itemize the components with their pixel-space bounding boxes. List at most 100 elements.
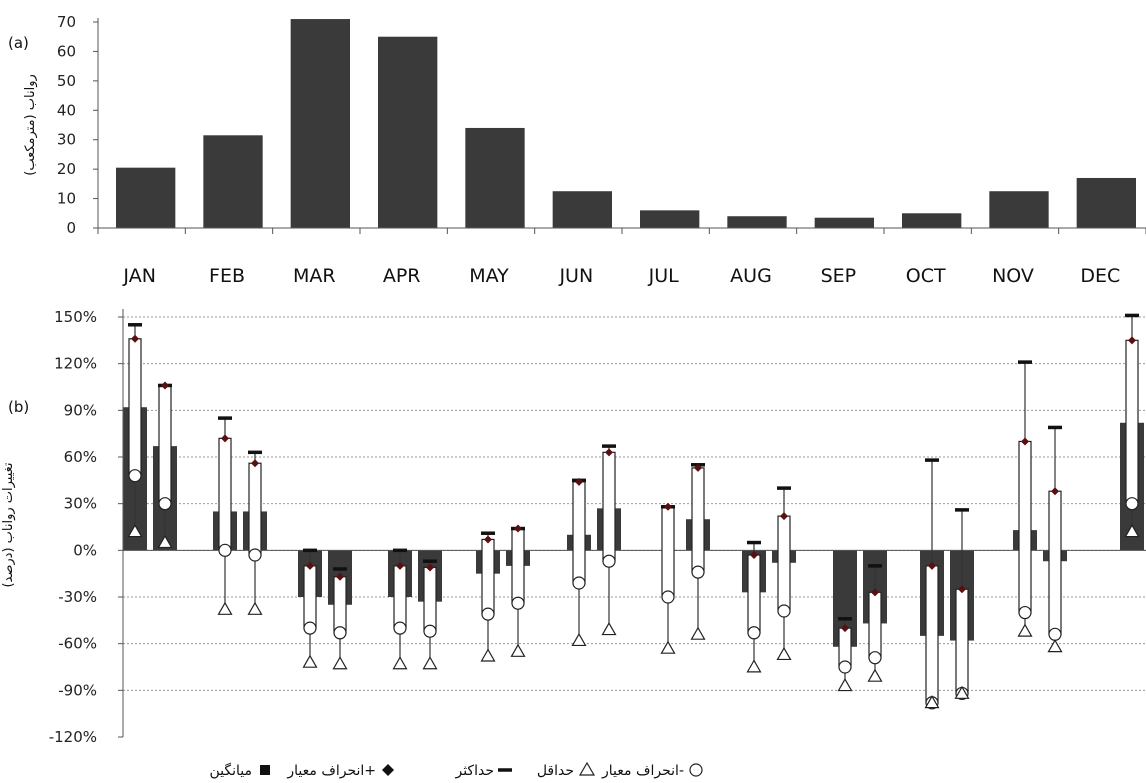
std-box-s2-10: [1048, 490, 1062, 635]
minus-std-marker-s1-8: [838, 660, 852, 674]
plus-std-marker-s1-1: [221, 434, 229, 443]
month-label-may: MAY: [469, 265, 509, 287]
std-box-s2-1: [248, 462, 262, 556]
std-box-s1-1: [218, 437, 232, 551]
min-marker-s2-8: [867, 668, 883, 682]
std-box-s2-4: [511, 527, 525, 604]
panel-b-y-tick-label: -90%: [58, 681, 97, 699]
month-label-apr: APR: [383, 265, 421, 287]
panel-b-y-tick-label: -30%: [58, 588, 97, 606]
std-box-s1-7: [747, 554, 761, 634]
plus-std-marker-s2-10: [1051, 487, 1059, 496]
std-box-s1-3: [393, 565, 407, 629]
min-marker-s1-8: [837, 677, 853, 692]
min-marker-s2-4: [510, 643, 526, 657]
panel-a-y-tick-label: 50: [57, 72, 76, 90]
minus-std-marker-s1-4: [481, 607, 495, 621]
panel-a-y-axis-title: رواناب (مترمکعب): [23, 74, 38, 176]
panel-b-y-tick-label: 90%: [64, 401, 97, 419]
plus-std-marker-s1-11: [1128, 336, 1136, 345]
min-marker-s2-0: [157, 534, 173, 549]
legend-diamond-icon: [382, 764, 394, 776]
plus-std-marker-s2-0: [161, 381, 169, 390]
panel-a-label: (a): [8, 34, 29, 52]
std-box-s2-0: [158, 384, 172, 505]
min-marker-s1-2: [302, 654, 318, 668]
plus-std-marker-s1-2: [306, 561, 314, 570]
legend: میانگین انحراف معیار+ حداکثر حداقل انحراف مع…: [210, 761, 703, 779]
panel-a-y-tick-label: 20: [57, 160, 76, 178]
min-marker-s1-7: [746, 659, 762, 673]
std-box-s1-11: [1125, 339, 1139, 505]
panel-a-y-tick-label: 10: [57, 190, 76, 208]
min-marker-s1-1: [217, 601, 233, 615]
std-box-s2-3: [423, 566, 437, 632]
plus-std-marker-s2-4: [514, 524, 522, 533]
min-marker-s2-1: [247, 601, 263, 615]
minus-std-marker-s2-0: [158, 497, 172, 511]
std-box-s1-10: [1018, 440, 1032, 614]
std-box-s2-2: [333, 576, 347, 634]
plus-std-marker-s2-8: [871, 588, 879, 597]
minus-std-marker-s2-1: [248, 548, 262, 562]
runoff-bar-dec: [1076, 177, 1136, 228]
plus-std-marker-s1-8: [841, 624, 849, 633]
minus-std-marker-s2-7: [777, 604, 791, 618]
min-marker-s1-3: [392, 656, 408, 670]
plus-std-marker-s1-7: [750, 551, 758, 559]
panel-b-y-tick-label: -120%: [49, 728, 97, 746]
plus-std-marker-s1-5: [575, 477, 583, 486]
minus-std-marker-s2-4: [511, 596, 525, 610]
panel-a-y-tick-label: 70: [57, 13, 76, 31]
plus-std-marker-s1-0: [131, 334, 139, 343]
minus-std-marker-s1-1: [218, 543, 232, 557]
minus-std-marker-s2-5: [602, 554, 616, 568]
plus-std-marker-s1-10: [1021, 437, 1029, 446]
plus-std-marker-s2-6: [694, 463, 702, 472]
minus-std-marker-s2-3: [423, 624, 437, 638]
legend-label-square: میانگین: [210, 762, 253, 779]
min-marker-s1-5: [571, 632, 587, 647]
legend-triangle-icon: [578, 761, 596, 776]
legend-label-circle: انحراف معیار-: [601, 763, 684, 779]
runoff-bar-chart: (a) رواناب (مترمکعب) 0 10 20 30 40 50 60 70 JAN…: [8, 13, 1146, 287]
panel-a-y-tick-label: 60: [57, 42, 76, 60]
min-marker-s2-6: [690, 626, 706, 640]
legend-label-diamond: انحراف معیار+: [286, 763, 376, 779]
panel-a-y-tick-label: 40: [57, 101, 76, 119]
std-box-s1-4: [481, 538, 495, 615]
month-label-jul: JUL: [648, 265, 680, 287]
min-marker-s2-5: [601, 621, 617, 636]
std-box-s2-5: [602, 451, 616, 562]
min-marker-s2-10: [1047, 639, 1063, 653]
runoff-bar-feb: [203, 135, 263, 228]
minus-std-marker-s2-10: [1048, 627, 1062, 641]
plus-std-marker-s2-2: [336, 572, 344, 581]
legend-label-dash: حداکثر: [454, 763, 494, 779]
min-marker-s1-6: [660, 640, 676, 654]
plus-std-marker-s2-9: [958, 585, 966, 594]
min-marker-s1-4: [480, 648, 496, 662]
runoff-bar-sep: [814, 217, 874, 228]
panel-b-label: (b): [8, 398, 29, 416]
legend-circle-icon: [689, 763, 703, 777]
std-box-s1-6: [661, 506, 675, 598]
panel-b-y-axis-title: تغییرات رواناب (درصد): [1, 462, 16, 587]
month-label-jun: JUN: [558, 265, 593, 287]
min-marker-s2-2: [332, 656, 348, 670]
panel-b-y-tick-label: 120%: [54, 355, 97, 373]
panel-b-y-tick-label: 30%: [64, 495, 97, 513]
min-marker-s2-3: [422, 656, 438, 670]
panel-b-y-tick-label: -60%: [58, 635, 97, 653]
runoff-bar-mar: [290, 19, 350, 228]
minus-std-marker-s1-10: [1018, 605, 1032, 620]
month-label-mar: MAR: [293, 265, 336, 287]
month-label-sep: SEP: [821, 265, 857, 287]
minus-std-marker-s2-2: [333, 626, 347, 640]
min-marker-s2-7: [776, 646, 792, 661]
std-box-s2-6: [691, 467, 705, 573]
std-box-s2-7: [777, 515, 791, 612]
std-box-s1-5: [572, 481, 586, 584]
std-box-s2-9: [955, 588, 969, 695]
runoff-bar-jul: [640, 210, 700, 228]
